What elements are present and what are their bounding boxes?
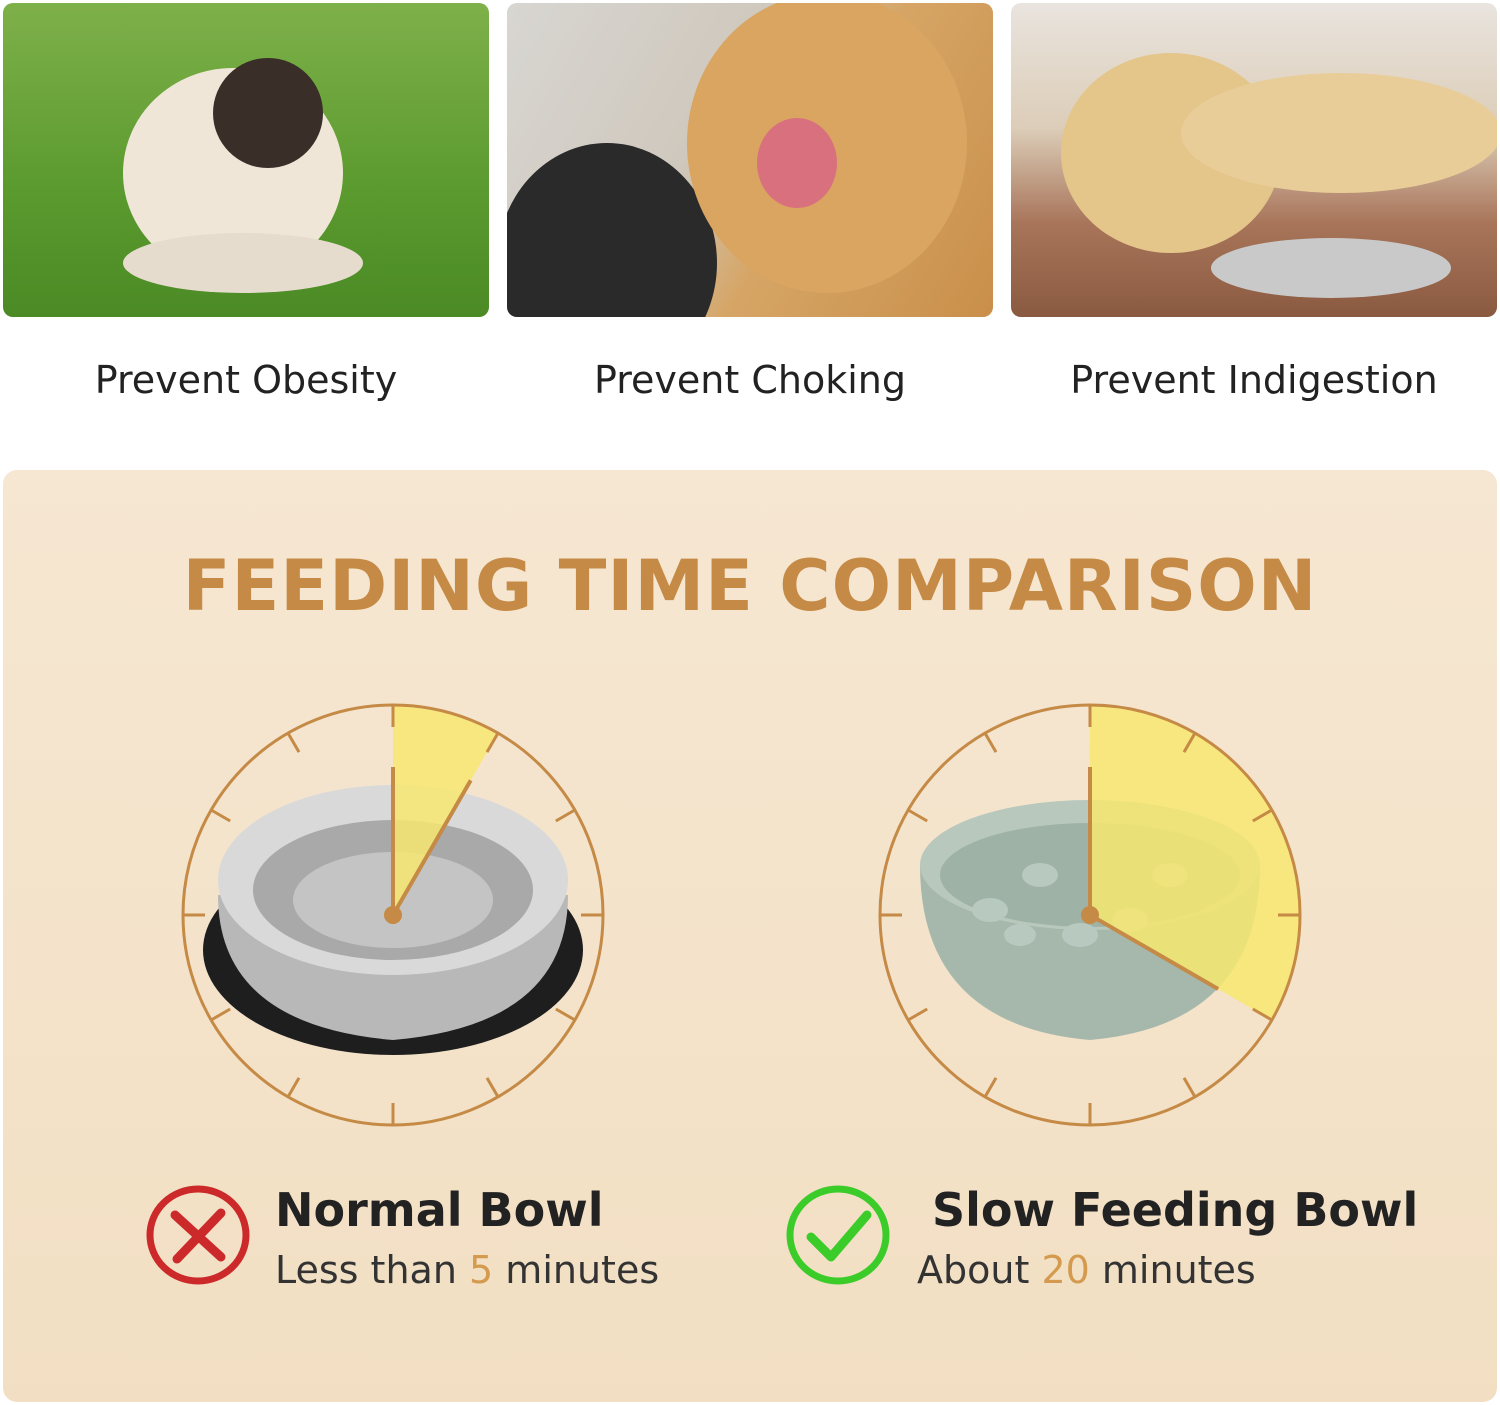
- photo-labrador: [1011, 3, 1497, 317]
- red-x-circle-icon: [146, 1185, 250, 1285]
- clock-tick: [907, 808, 928, 823]
- clock-tick: [983, 732, 998, 753]
- photo-golden-retriever: [507, 3, 993, 317]
- slow-bowl-title: Slow Feeding Bowl: [932, 1183, 1419, 1237]
- clock-tick: [210, 808, 231, 823]
- slow-bowl-time: About 20 minutes: [917, 1248, 1256, 1292]
- clock-tick: [555, 808, 576, 823]
- clock-tick: [555, 1007, 576, 1022]
- clock-center: [1081, 906, 1099, 924]
- time-suffix: minutes: [505, 1248, 660, 1292]
- caption-prevent-indigestion: Prevent Indigestion: [1070, 358, 1438, 402]
- normal-bowl-time: Less than 5 minutes: [275, 1248, 659, 1292]
- slow-bowl-clock: [878, 703, 1302, 1127]
- clock-tick: [907, 1007, 928, 1022]
- time-prefix: Less than: [275, 1248, 457, 1292]
- stainless-bowl-image: [203, 785, 583, 1055]
- comparison-title: FEEDING TIME COMPARISON: [182, 545, 1318, 627]
- green-check-circle-icon: [786, 1185, 890, 1285]
- clock-tick: [485, 1077, 500, 1098]
- photo-pug: [3, 3, 489, 317]
- clock-tick: [983, 1077, 998, 1098]
- elapsed-time-wedge: [1090, 705, 1300, 1020]
- caption-prevent-choking: Prevent Choking: [594, 358, 906, 402]
- time-suffix: minutes: [1101, 1248, 1256, 1292]
- normal-bowl-clock: [181, 703, 605, 1127]
- clock-tick: [1252, 1007, 1273, 1022]
- minute-hand-end: [391, 779, 473, 917]
- caption-prevent-obesity: Prevent Obesity: [94, 358, 398, 402]
- clock-tick: [485, 732, 500, 753]
- clock-center: [384, 906, 402, 924]
- clock-tick: [286, 732, 301, 753]
- minute-hand-end: [1088, 913, 1220, 991]
- clock-tick: [210, 1007, 231, 1022]
- clock-tick: [1182, 732, 1197, 753]
- time-minutes: 20: [1041, 1248, 1090, 1292]
- time-prefix: About: [917, 1248, 1030, 1292]
- clock-tick: [1182, 1077, 1197, 1098]
- clock-tick: [286, 1077, 301, 1098]
- time-minutes: 5: [469, 1248, 494, 1292]
- clock-tick: [1252, 808, 1273, 823]
- normal-bowl-title: Normal Bowl: [275, 1183, 604, 1237]
- elapsed-time-wedge: [393, 705, 498, 915]
